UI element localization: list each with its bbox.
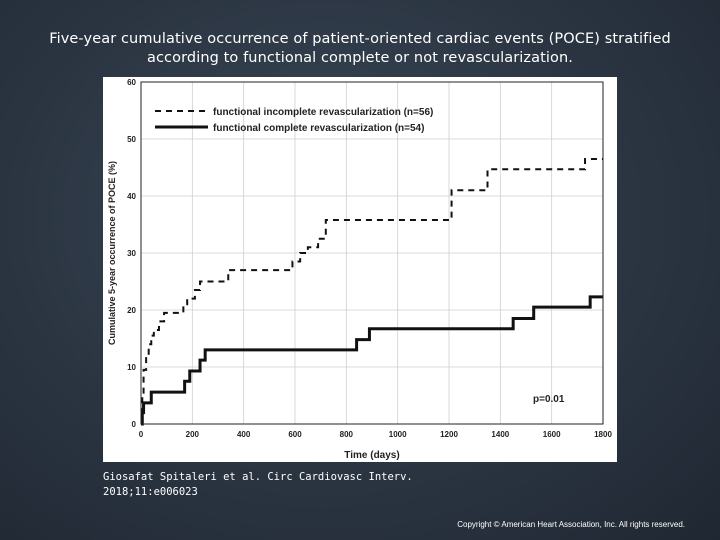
y-tick-label: 60 xyxy=(127,78,136,87)
x-tick-label: 800 xyxy=(340,430,354,439)
x-tick-label: 1600 xyxy=(543,430,561,439)
series-line-incomplete xyxy=(141,157,603,425)
y-tick-label: 50 xyxy=(127,135,136,144)
x-tick-label: 200 xyxy=(186,430,200,439)
plot-frame xyxy=(140,81,604,425)
legend: functional incomplete revascularization … xyxy=(155,107,433,134)
slide-title-line-1: Five-year cumulative occurrence of patie… xyxy=(49,31,671,47)
x-tick-label: 1800 xyxy=(594,430,612,439)
citation-line-1: Giosafat Spitaleri et al. Circ Cardiovas… xyxy=(103,471,413,483)
chart-figure: 0 200 400 600 800 1000 1200 1400 1600 1800 0 10 20 30… xyxy=(103,77,617,462)
citation-line-2: 2018;11:e006023 xyxy=(103,486,198,498)
citation: Giosafat Spitaleri et al. Circ Cardiovas… xyxy=(103,470,413,500)
x-tick-label: 1200 xyxy=(440,430,458,439)
x-axis-label: Time (days) xyxy=(344,450,399,461)
legend-label-complete: functional complete revascularization (n… xyxy=(213,123,424,134)
copyright-notice: Copyright © American Heart Association, … xyxy=(457,520,685,529)
legend-label-incomplete: functional incomplete revascularization … xyxy=(213,107,433,118)
p-value-annotation: p=0.01 xyxy=(533,394,565,405)
x-tick-label: 400 xyxy=(237,430,251,439)
y-tick-label: 30 xyxy=(127,249,136,258)
y-tick-label: 0 xyxy=(132,420,137,429)
x-tick-label: 600 xyxy=(288,430,302,439)
x-tick-label: 1400 xyxy=(491,430,509,439)
x-tick-label: 1000 xyxy=(389,430,407,439)
y-tick-label: 40 xyxy=(127,192,136,201)
series-line-complete xyxy=(140,295,603,426)
y-tick-label: 10 xyxy=(127,363,136,372)
poce-chart: 0 200 400 600 800 1000 1200 1400 1600 1800 0 10 20 30… xyxy=(107,78,612,461)
slide-title: Five-year cumulative occurrence of patie… xyxy=(20,30,700,68)
x-tick-label: 0 xyxy=(139,430,144,439)
y-tick-label: 20 xyxy=(127,306,136,315)
slide-title-line-2: according to functional complete or not … xyxy=(146,50,574,66)
y-axis-label: Cumulative 5-year occurrence of POCE (%) xyxy=(107,161,117,345)
